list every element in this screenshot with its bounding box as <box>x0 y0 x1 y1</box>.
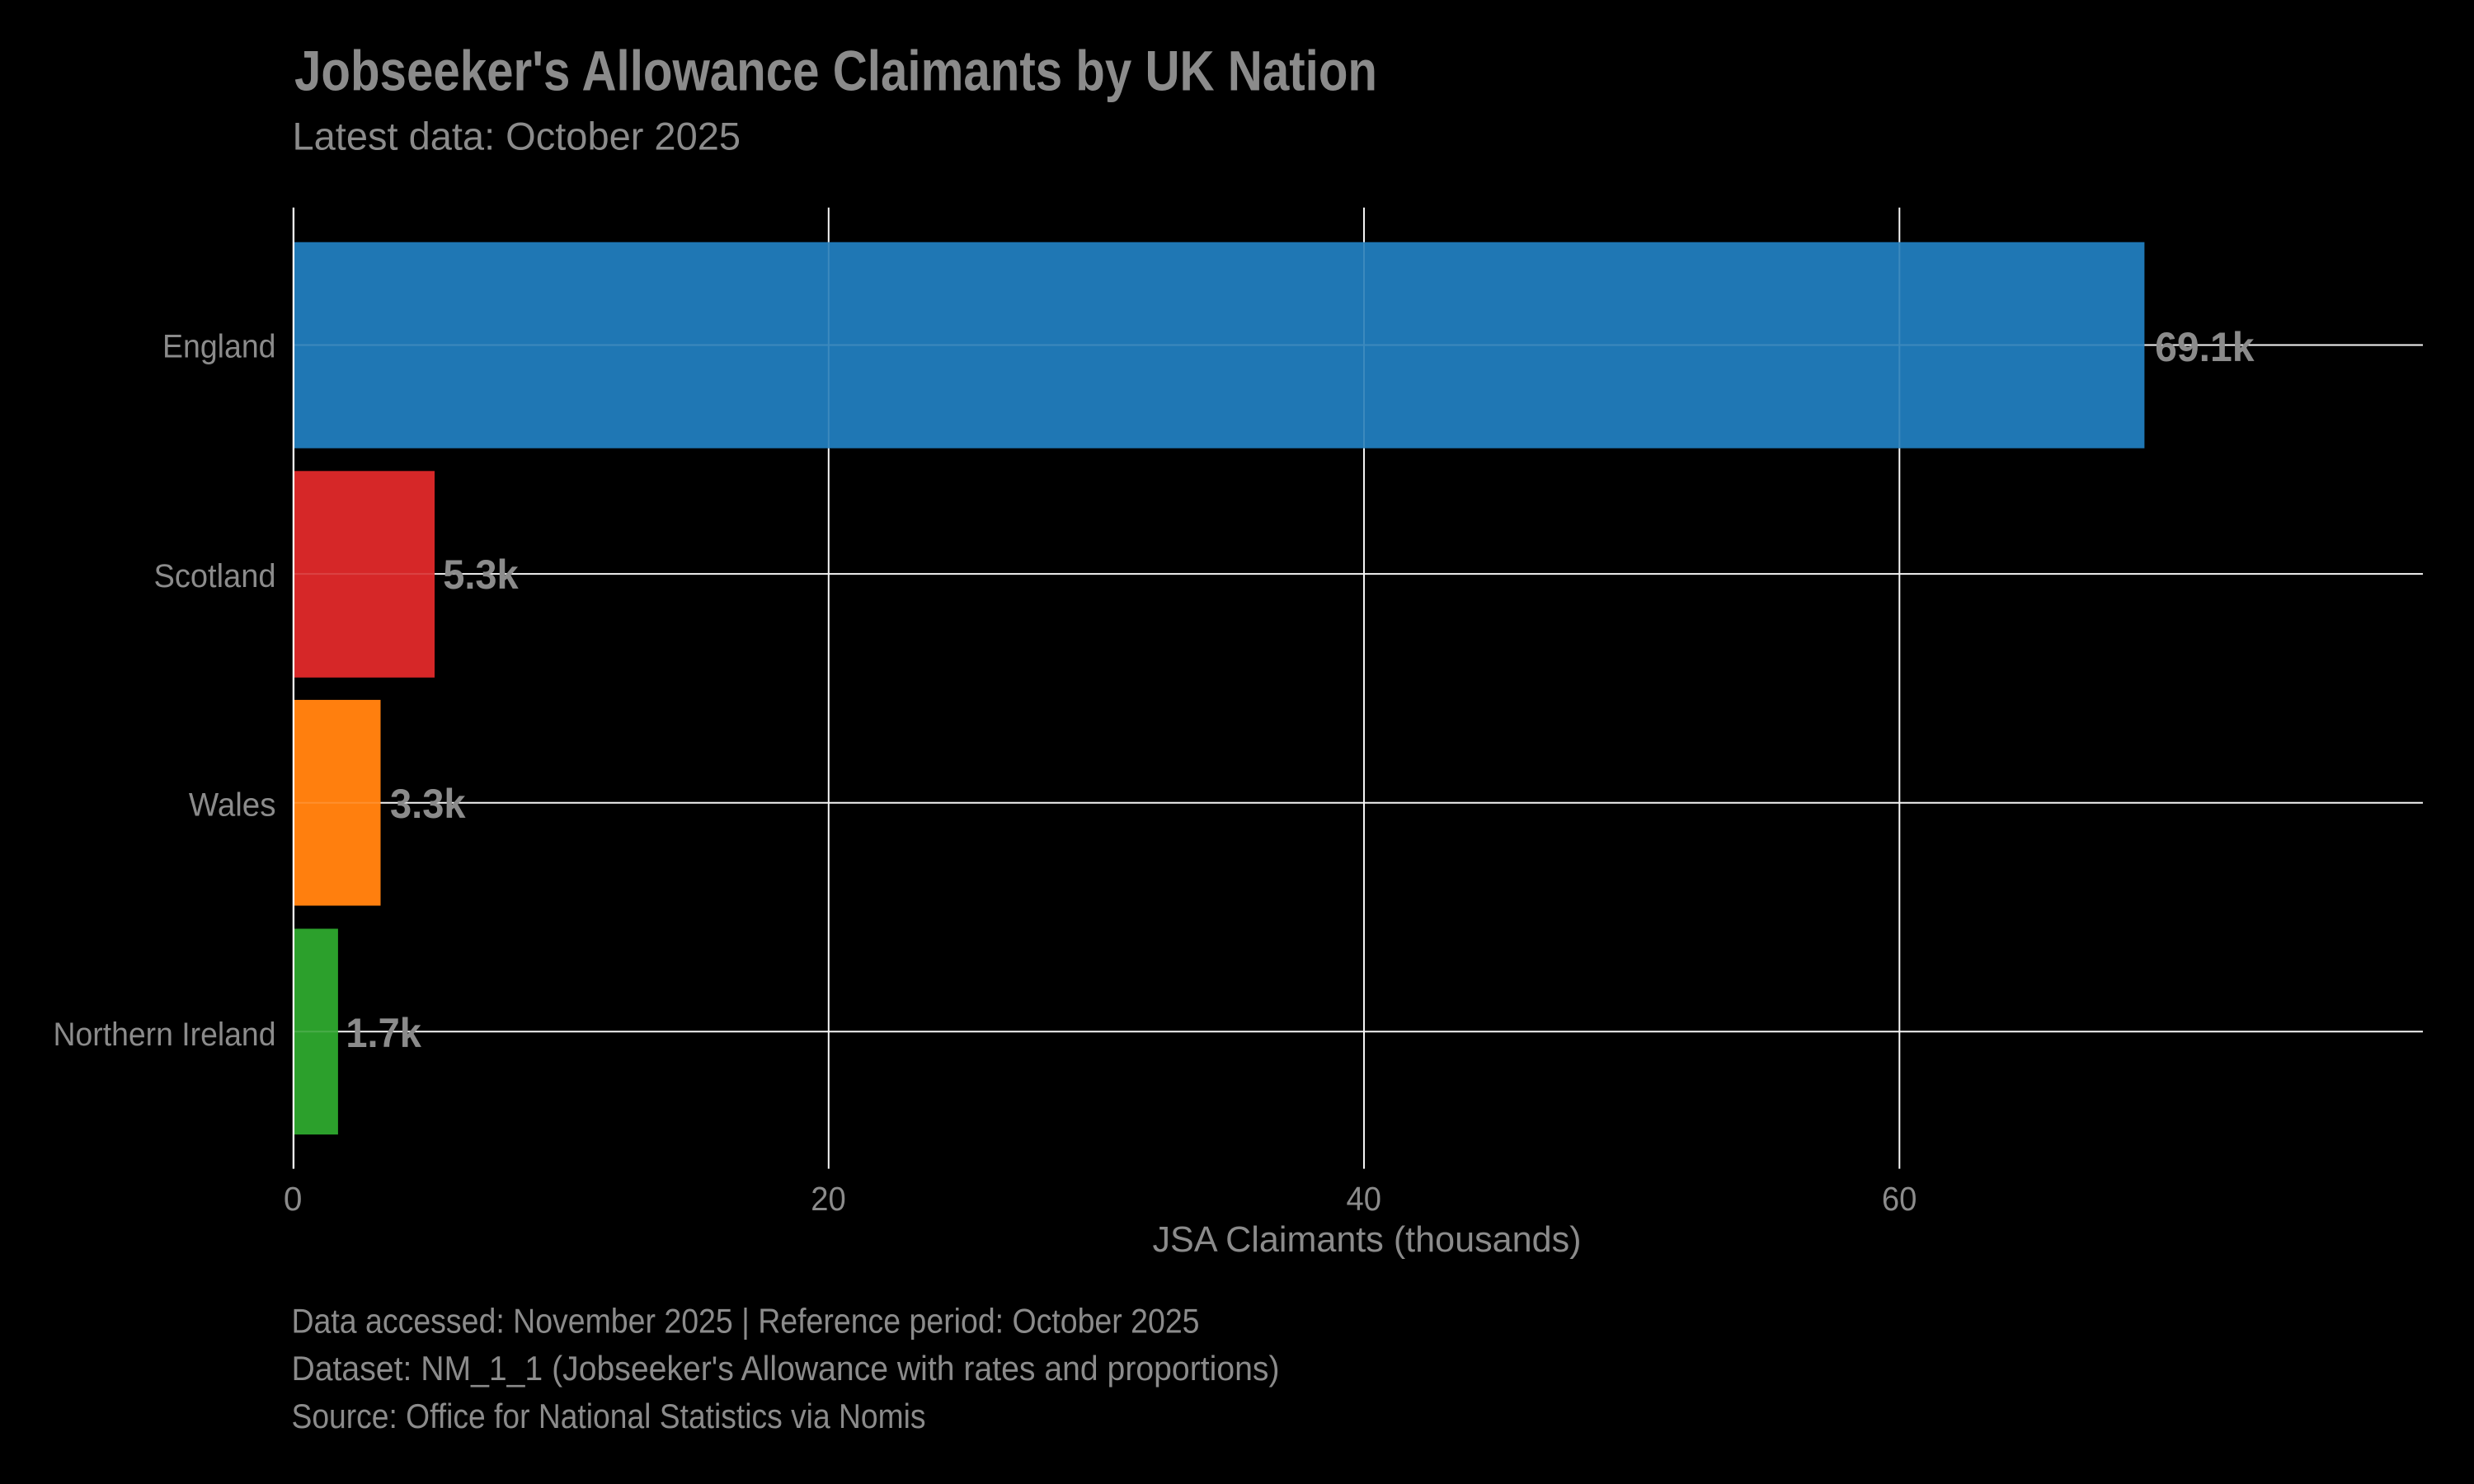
svg-text:Data accessed: November 2025 |: Data accessed: November 2025 | Reference… <box>292 1302 1200 1340</box>
svg-text:Jobseeker's Allowance Claimant: Jobseeker's Allowance Claimants by UK Na… <box>294 40 1377 103</box>
svg-text:5.3k: 5.3k <box>443 552 519 598</box>
svg-text:20: 20 <box>811 1180 846 1218</box>
svg-text:Northern Ireland: Northern Ireland <box>54 1017 276 1053</box>
svg-text:Source: Office for National St: Source: Office for National Statistics v… <box>292 1397 926 1435</box>
svg-text:Wales: Wales <box>189 787 276 823</box>
svg-text:3.3k: 3.3k <box>390 781 466 827</box>
svg-text:Latest data: October 2025: Latest data: October 2025 <box>293 115 741 158</box>
svg-text:England: England <box>162 328 276 364</box>
svg-text:1.7k: 1.7k <box>346 1010 421 1056</box>
svg-text:Scotland: Scotland <box>154 558 276 594</box>
svg-text:0: 0 <box>284 1180 303 1218</box>
svg-text:Dataset: NM_1_1 (Jobseeker's A: Dataset: NM_1_1 (Jobseeker's Allowance w… <box>292 1350 1280 1388</box>
svg-text:40: 40 <box>1347 1180 1382 1218</box>
svg-text:69.1k: 69.1k <box>2155 324 2255 370</box>
svg-text:JSA Claimants (thousands): JSA Claimants (thousands) <box>1153 1220 1582 1260</box>
svg-text:60: 60 <box>1882 1180 1917 1218</box>
